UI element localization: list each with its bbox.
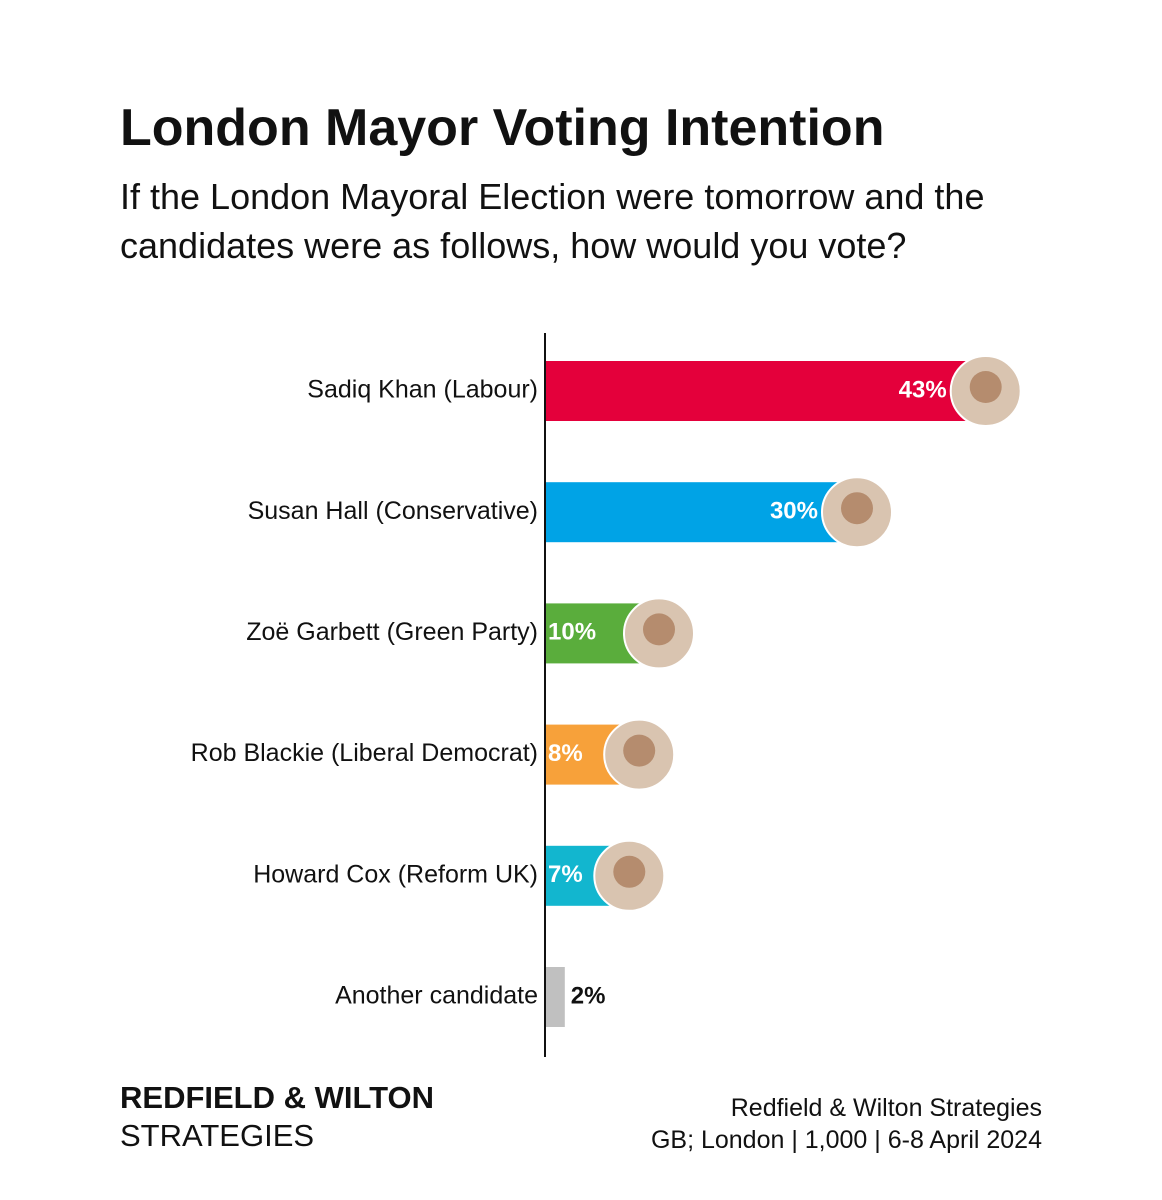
category-label: Howard Cox (Reform UK)	[253, 860, 538, 888]
chart-subtitle: If the London Mayoral Election were tomo…	[120, 176, 985, 266]
candidate-photo-face	[969, 371, 1002, 403]
category-label: Another candidate	[335, 982, 538, 1010]
candidate-photo-face	[613, 855, 646, 888]
source-note: GB; London | 1,000 | 6-8 April 2024	[650, 1126, 1042, 1154]
candidate-photo-face	[623, 734, 656, 767]
bar	[545, 361, 971, 421]
source-note: Redfield & Wilton Strategies	[730, 1094, 1042, 1122]
category-label: Zoë Garbett (Green Party)	[246, 618, 538, 646]
value-label: 30%	[770, 498, 818, 525]
value-label: 43%	[899, 376, 947, 403]
bar	[545, 967, 565, 1027]
category-label: Sadiq Khan (Labour)	[307, 376, 538, 404]
brand-name: REDFIELD & WILTON	[120, 1080, 434, 1115]
value-label: 2%	[571, 982, 606, 1009]
category-label: Susan Hall (Conservative)	[248, 497, 538, 525]
chart-title: London Mayor Voting Intention	[120, 99, 885, 157]
category-label: Rob Blackie (Liberal Democrat)	[191, 739, 538, 767]
candidate-photo-face	[643, 613, 675, 646]
value-label: 10%	[548, 619, 596, 646]
bar	[545, 482, 842, 543]
value-label: 7%	[548, 861, 583, 888]
brand-subname: STRATEGIES	[120, 1118, 315, 1153]
value-label: 8%	[548, 740, 583, 767]
candidate-photo-face	[841, 492, 873, 525]
